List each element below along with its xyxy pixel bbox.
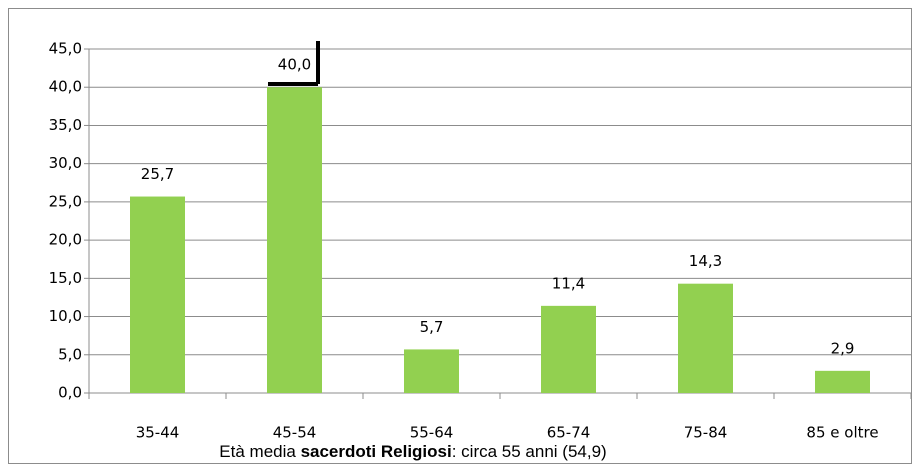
caption-part: sacerdoti Religiosi (301, 442, 452, 461)
y-tick-label: 0,0 (58, 384, 82, 402)
x-tick-label: 55-64 (410, 424, 454, 442)
data-label: 11,4 (552, 274, 585, 292)
x-tick-label: 75-84 (684, 424, 728, 442)
x-tick-label: 85 e oltre (806, 424, 878, 442)
y-tick-label: 10,0 (49, 307, 82, 325)
x-tick-label: 65-74 (547, 424, 591, 442)
y-tick-label: 5,0 (58, 345, 82, 363)
y-tick-label: 35,0 (49, 116, 82, 134)
data-label: 25,7 (141, 165, 174, 183)
annotation-mark (268, 41, 320, 86)
y-tick-label: 45,0 (49, 40, 82, 58)
bar (678, 283, 733, 393)
caption: Età media sacerdoti Religiosi: circa 55 … (219, 442, 606, 461)
x-tick-label: 45-54 (273, 424, 317, 442)
y-tick-label: 25,0 (49, 192, 82, 210)
x-tick-label: 35-44 (136, 424, 180, 442)
caption-part: : circa 55 anni (54,9) (452, 442, 607, 461)
bar (541, 305, 596, 393)
data-label: 5,7 (420, 318, 444, 336)
data-label: 40,0 (278, 56, 311, 74)
y-tick-label: 20,0 (49, 231, 82, 249)
bar (815, 370, 870, 393)
bar (267, 87, 322, 393)
data-label: 14,3 (689, 252, 722, 270)
plot-area: 0,0 5,0 10,0 15,0 20,0 25,0 30,0 35,0 40,0 45,0 35… (49, 40, 912, 442)
y-tick-label: 30,0 (49, 154, 82, 172)
caption-part: Età media (219, 442, 300, 461)
bar (130, 196, 185, 393)
data-label: 2,9 (831, 339, 855, 357)
bar (404, 349, 459, 393)
y-tick-label: 15,0 (49, 269, 82, 287)
y-tick-label: 40,0 (49, 78, 82, 96)
